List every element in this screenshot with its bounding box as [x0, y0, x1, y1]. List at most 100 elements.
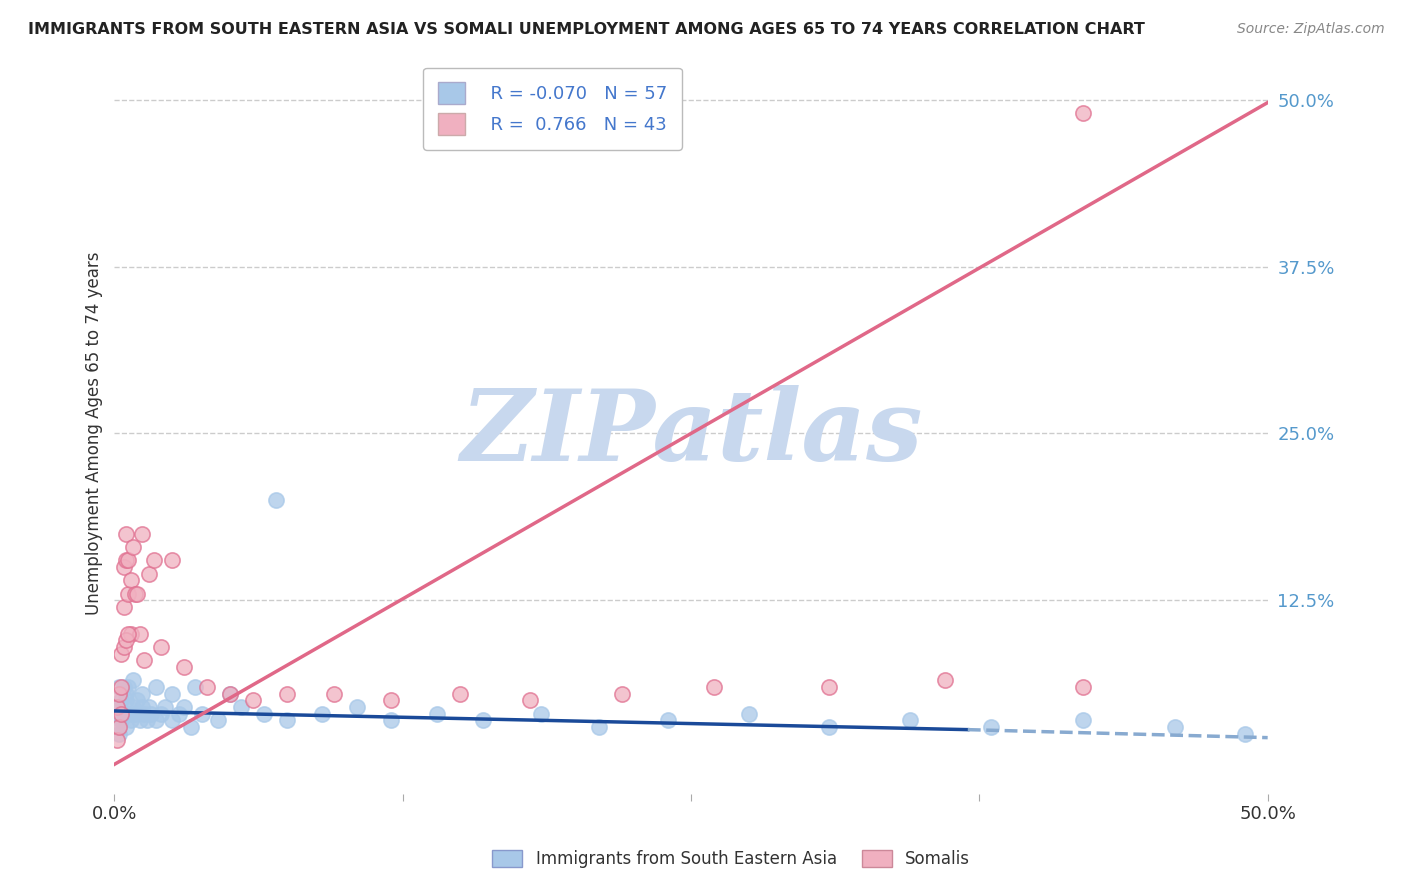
Point	[141, 706, 163, 721]
Point	[160, 714, 183, 728]
Text: ZIPatlas: ZIPatlas	[460, 385, 922, 482]
Point	[105, 733, 128, 747]
Point	[112, 599, 135, 614]
Point	[120, 626, 142, 640]
Point	[110, 693, 132, 707]
Point	[253, 706, 276, 721]
Point	[117, 680, 139, 694]
Point	[121, 673, 143, 688]
Point	[195, 680, 218, 694]
Point	[117, 586, 139, 600]
Point	[115, 553, 138, 567]
Point	[110, 706, 132, 721]
Point	[519, 693, 541, 707]
Legend:   R = -0.070   N = 57,   R =  0.766   N = 43: R = -0.070 N = 57, R = 0.766 N = 43	[423, 68, 682, 150]
Point	[818, 720, 841, 734]
Point	[145, 680, 167, 694]
Point	[173, 660, 195, 674]
Point	[121, 700, 143, 714]
Point	[426, 706, 449, 721]
Point	[108, 726, 131, 740]
Point	[380, 714, 402, 728]
Point	[108, 720, 131, 734]
Point	[311, 706, 333, 721]
Point	[149, 640, 172, 654]
Point	[112, 560, 135, 574]
Point	[1071, 714, 1094, 728]
Text: Source: ZipAtlas.com: Source: ZipAtlas.com	[1237, 22, 1385, 37]
Point	[117, 626, 139, 640]
Point	[115, 687, 138, 701]
Point	[131, 700, 153, 714]
Point	[207, 714, 229, 728]
Point	[120, 714, 142, 728]
Point	[138, 566, 160, 581]
Point	[588, 720, 610, 734]
Point	[121, 540, 143, 554]
Point	[115, 720, 138, 734]
Point	[191, 706, 214, 721]
Y-axis label: Unemployment Among Ages 65 to 74 years: Unemployment Among Ages 65 to 74 years	[86, 252, 103, 615]
Point	[231, 700, 253, 714]
Point	[149, 706, 172, 721]
Point	[115, 526, 138, 541]
Point	[218, 687, 240, 701]
Point	[610, 687, 633, 701]
Point	[167, 706, 190, 721]
Point	[160, 687, 183, 701]
Point	[180, 720, 202, 734]
Point	[110, 714, 132, 728]
Point	[112, 640, 135, 654]
Point	[115, 693, 138, 707]
Point	[980, 720, 1002, 734]
Point	[449, 687, 471, 701]
Point	[117, 706, 139, 721]
Point	[242, 693, 264, 707]
Point	[135, 714, 157, 728]
Point	[110, 647, 132, 661]
Point	[1071, 680, 1094, 694]
Point	[276, 714, 298, 728]
Point	[105, 700, 128, 714]
Text: IMMIGRANTS FROM SOUTH EASTERN ASIA VS SOMALI UNEMPLOYMENT AMONG AGES 65 TO 74 YE: IMMIGRANTS FROM SOUTH EASTERN ASIA VS SO…	[28, 22, 1144, 37]
Point	[530, 706, 553, 721]
Point	[1071, 106, 1094, 120]
Point	[818, 680, 841, 694]
Point	[657, 714, 679, 728]
Point	[108, 687, 131, 701]
Point	[153, 700, 176, 714]
Point	[124, 586, 146, 600]
Point	[112, 706, 135, 721]
Point	[138, 700, 160, 714]
Point	[173, 700, 195, 714]
Point	[322, 687, 344, 701]
Point	[128, 626, 150, 640]
Point	[264, 493, 287, 508]
Point	[346, 700, 368, 714]
Point	[131, 687, 153, 701]
Point	[738, 706, 761, 721]
Point	[1233, 726, 1256, 740]
Point	[184, 680, 207, 694]
Point	[1164, 720, 1187, 734]
Point	[127, 693, 149, 707]
Point	[108, 680, 131, 694]
Legend: Immigrants from South Eastern Asia, Somalis: Immigrants from South Eastern Asia, Soma…	[485, 843, 977, 875]
Point	[276, 687, 298, 701]
Point	[131, 526, 153, 541]
Point	[934, 673, 956, 688]
Point	[124, 706, 146, 721]
Point	[145, 714, 167, 728]
Point	[110, 680, 132, 694]
Point	[218, 687, 240, 701]
Point	[142, 553, 165, 567]
Point	[703, 680, 725, 694]
Point	[472, 714, 495, 728]
Point	[160, 553, 183, 567]
Point	[134, 706, 156, 721]
Point	[105, 720, 128, 734]
Point	[134, 653, 156, 667]
Point	[117, 553, 139, 567]
Point	[120, 573, 142, 587]
Point	[127, 586, 149, 600]
